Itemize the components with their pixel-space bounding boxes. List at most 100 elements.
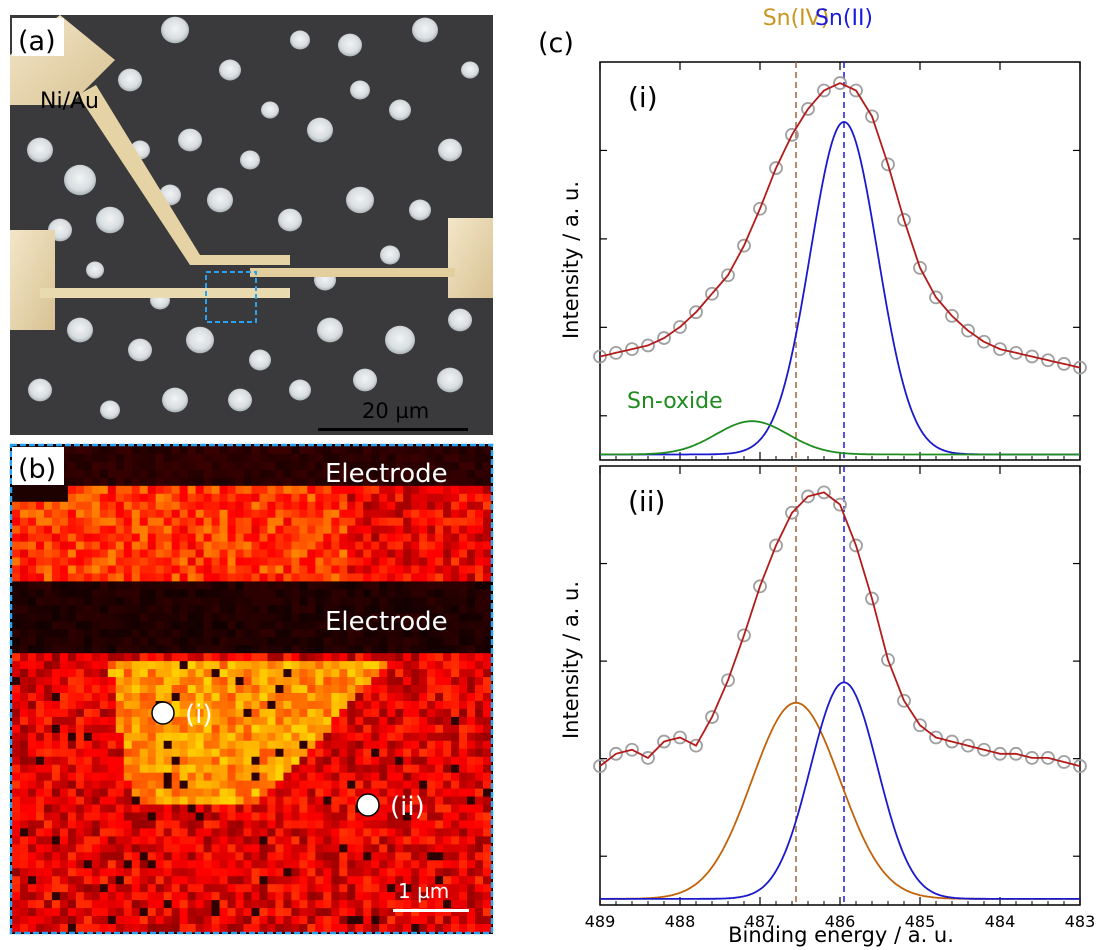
map-pixel [19,517,29,527]
map-pixel [227,629,237,638]
map-pixel [291,645,300,654]
map-pixel [387,780,396,790]
map-pixel [443,446,452,455]
map-pixel [35,868,45,877]
map-pixel [339,924,348,933]
map-pixel [115,780,125,790]
map-pixel [403,700,412,710]
map-pixel [227,804,237,813]
map-pixel [475,876,484,885]
map-pixel [283,852,292,861]
map-pixel [467,876,476,885]
map-pixel [211,669,221,678]
map-pixel [83,517,93,527]
map-pixel [91,677,101,686]
map-pixel [83,613,93,622]
flake-particle [289,379,311,401]
map-pixel [155,629,165,638]
map-pixel [387,501,396,511]
map-pixel [195,868,205,877]
map-pixel [27,924,37,933]
map-pixel [59,573,69,582]
map-pixel [451,772,460,782]
map-pixel [363,613,372,622]
map-pixel [67,700,77,710]
map-pixel [467,605,476,614]
map-pixel [483,724,492,734]
map-pixel [83,916,93,925]
map-pixel [115,446,125,455]
map-pixel [27,661,37,670]
map-pixel [139,916,149,925]
map-pixel [131,677,141,686]
map-pixel [67,677,77,686]
map-pixel [483,589,492,598]
map-pixel [187,724,197,734]
map-pixel [419,685,428,694]
map-pixel [195,700,205,710]
map-pixel [283,525,292,535]
map-pixel [131,605,141,614]
map-pixel [323,892,332,901]
map-pixel [75,780,85,790]
map-pixel [355,669,364,678]
map-pixel [163,852,173,861]
map-pixel [203,820,213,829]
map-pixel [187,493,197,503]
map-pixel [323,525,332,535]
map-pixel [179,477,189,487]
map-pixel [483,453,492,463]
map-pixel [315,605,324,614]
map-pixel [179,517,189,527]
map-pixel [163,565,173,574]
map-pixel [91,557,101,567]
component-sn-iv- [600,701,1080,900]
map-pixel [259,493,268,503]
map-pixel [187,541,197,551]
map-pixel [339,549,348,559]
map-pixel [243,629,252,638]
map-pixel [187,621,197,630]
map-pixel [427,724,436,734]
map-pixel [27,573,37,582]
flake-particle [412,17,438,43]
map-pixel [435,645,444,654]
map-pixel [467,812,476,821]
map-pixel [443,716,452,726]
map-pixel [99,446,109,455]
map-pixel [323,780,332,790]
map-pixel [459,732,468,742]
map-pixel [115,469,125,479]
map-pixel [27,525,37,535]
map-pixel [483,732,492,742]
map-pixel [299,876,308,885]
map-pixel [12,509,21,519]
map-pixel [187,884,197,893]
map-pixel [443,748,452,758]
map-pixel [259,589,268,598]
map-pixel [219,597,229,606]
map-pixel [275,876,284,885]
map-pixel [395,621,404,630]
map-pixel [203,453,213,463]
data-point [897,693,911,708]
map-pixel [75,645,85,654]
map-pixel [395,772,404,782]
map-pixel [43,597,53,606]
map-pixel [147,565,157,574]
map-pixel [419,453,428,463]
map-pixel [259,908,268,917]
map-pixel [459,685,468,694]
map-pixel [243,884,252,893]
map-pixel [315,589,324,598]
data-point [785,127,799,142]
map-pixel [267,661,276,670]
map-pixel [187,645,197,654]
map-pixel [155,557,165,567]
flake-particle [338,33,362,57]
map-pixel [51,597,61,606]
map-pixel [403,589,412,598]
map-pixel [195,844,205,853]
map-pixel [75,892,85,901]
map-pixel [35,589,45,598]
